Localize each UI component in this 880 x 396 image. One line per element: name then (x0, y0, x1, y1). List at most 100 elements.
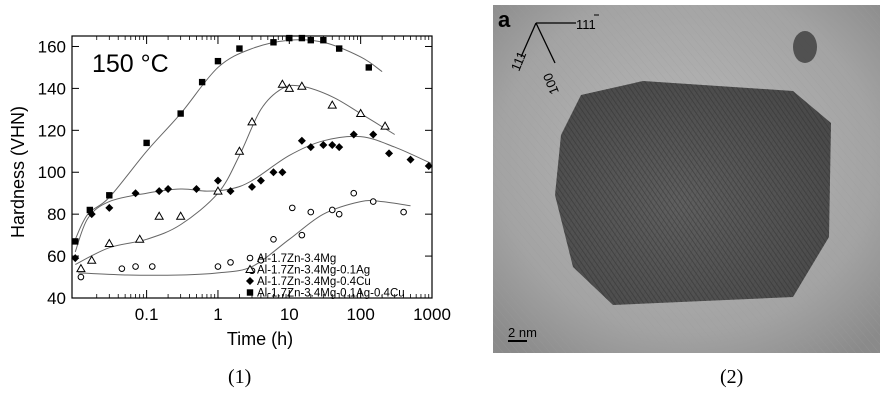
data-point (256, 176, 265, 185)
y-tick-label: 120 (38, 121, 66, 140)
data-point (234, 146, 245, 155)
data-point (320, 36, 327, 44)
data-point (213, 176, 222, 185)
crystal-direction-indicator: 111 111 100 (508, 14, 599, 97)
data-point (270, 39, 277, 46)
legend-marker (245, 264, 255, 273)
y-axis-label: Hardness (VHN) (8, 106, 28, 238)
x-axis-label: Time (h) (227, 329, 293, 349)
data-point (77, 273, 85, 281)
data-point (335, 210, 343, 218)
data-point (286, 34, 293, 42)
data-point (335, 143, 344, 152)
y-tick-label: 40 (47, 289, 66, 308)
data-point (248, 182, 256, 191)
data-point (104, 238, 115, 248)
data-point (327, 100, 338, 109)
data-point (335, 45, 343, 52)
data-point (400, 208, 407, 216)
scale-bar: 2 nm (508, 325, 537, 342)
figure-caption-2: (2) (720, 366, 744, 388)
data-point (298, 231, 306, 239)
data-point (143, 139, 150, 147)
direction-label-111: 111 (508, 49, 529, 73)
x-tick-label: 0.1 (135, 305, 159, 324)
data-point (227, 259, 234, 266)
data-point (298, 34, 306, 42)
data-point (257, 256, 265, 264)
data-point (297, 81, 307, 90)
legend-entry: Al-1.7Zn-3.4Mg (257, 253, 336, 265)
legend-entry: Al-1.7Zn-3.4Mg-0.1Ag (257, 265, 370, 277)
fit-curve (75, 84, 395, 265)
dark-spot (793, 31, 817, 63)
y-tick-label: 140 (38, 79, 66, 98)
chart-annotation: 150 °C (92, 50, 169, 78)
data-point (424, 161, 433, 170)
data-point (226, 187, 235, 196)
data-point (328, 140, 337, 149)
data-point (154, 211, 165, 220)
data-point (369, 198, 377, 205)
data-point (277, 79, 288, 88)
legend-entry: Al-1.7Zn-3.4Mg-0.1Ag-0.4Cu (257, 288, 405, 300)
hardness-chart-panel: 40 60 80 100 120 140 160 0.1 1 10 100 1000 Al-1.7Zn-… (0, 0, 470, 355)
fit-curve (74, 39, 383, 240)
data-point (175, 211, 186, 220)
legend-marker (246, 277, 254, 285)
data-point (307, 208, 315, 216)
y-tick-label: 60 (47, 247, 66, 266)
data-point (198, 78, 206, 86)
data-point (86, 206, 94, 214)
data-point (349, 130, 358, 139)
data-point (86, 255, 97, 264)
legend-marker (246, 254, 254, 262)
data-point (214, 263, 222, 270)
data-point (105, 203, 114, 212)
data-point (71, 254, 80, 263)
legend-marker (246, 289, 254, 296)
data-point (131, 189, 140, 198)
tem-micrograph: a 111 111 100 2 nm (493, 5, 880, 353)
legend-entry: Al-1.7Zn-3.4Mg-0.4Cu (257, 276, 371, 288)
data-point (118, 265, 126, 272)
data-point (380, 121, 390, 130)
y-tick-label: 160 (38, 37, 66, 56)
data-point (350, 189, 358, 197)
data-point (269, 168, 278, 177)
direction-label-111-top: 111 (576, 17, 596, 32)
figure-caption-1: (1) (228, 366, 252, 388)
data-point (192, 185, 201, 194)
data-point (134, 234, 145, 243)
data-point (284, 83, 295, 92)
data-point (297, 136, 306, 145)
data-point (288, 204, 296, 212)
panel-label: a (498, 7, 511, 32)
data-point (406, 155, 415, 164)
data-point (306, 143, 315, 152)
x-tick-label: 1 (213, 305, 222, 324)
data-point (72, 238, 79, 245)
data-point (247, 116, 257, 126)
data-point (76, 263, 86, 273)
data-point (164, 185, 173, 194)
data-point (214, 57, 222, 65)
x-tick-label: 10 (280, 305, 299, 324)
data-point (236, 45, 243, 52)
fit-curve (74, 135, 433, 253)
data-point (148, 263, 156, 270)
x-tick-label: 100 (346, 305, 374, 324)
hardness-chart: 40 60 80 100 120 140 160 0.1 1 10 100 1000 Al-1.7Zn-… (8, 34, 451, 349)
y-tick-label: 80 (47, 205, 66, 224)
data-point (177, 110, 184, 117)
data-point (355, 108, 366, 118)
data-point (278, 168, 287, 177)
data-point (307, 36, 314, 44)
data-point (132, 263, 139, 270)
data-point (270, 236, 277, 243)
y-tick-label: 100 (38, 163, 66, 182)
data-point (385, 149, 394, 158)
scale-bar-label: 2 nm (508, 325, 537, 340)
data-point (155, 187, 164, 196)
data-point (369, 130, 378, 139)
